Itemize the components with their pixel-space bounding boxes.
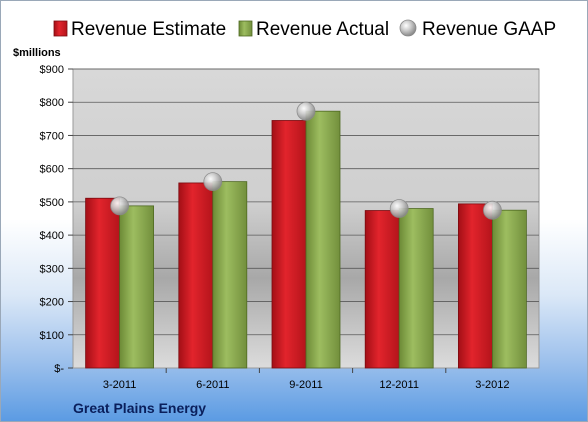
x-tick-label: 9-2011 bbox=[289, 379, 322, 391]
legend-item-actual[interactable]: Revenue Actual bbox=[238, 19, 389, 40]
marker-gaap bbox=[110, 196, 129, 216]
y-axis-ticks: $- $100 $200 $300 $400 $500 $600 $700 $800 $900 bbox=[40, 64, 73, 375]
x-tick-label: 6-2011 bbox=[196, 379, 229, 391]
company-name: Great Plains Energy bbox=[73, 400, 206, 416]
y-tick-label: $700 bbox=[40, 130, 64, 142]
legend-label-estimate: Revenue Estimate bbox=[71, 19, 226, 40]
marker-gaap bbox=[296, 101, 316, 121]
marker-gaap bbox=[389, 199, 409, 218]
y-tick-label: $500 bbox=[40, 197, 64, 209]
x-tick-label: 12-2011 bbox=[379, 379, 419, 391]
legend: Revenue Estimate Revenue Actual Revenue … bbox=[53, 19, 556, 40]
bar-estimate bbox=[364, 210, 400, 369]
legend-label-actual: Revenue Actual bbox=[256, 19, 389, 40]
legend-label-gaap: Revenue GAAP bbox=[422, 19, 556, 40]
bar-actual bbox=[212, 181, 248, 369]
legend-marker-gaap bbox=[399, 19, 417, 37]
marker-gaap bbox=[203, 172, 223, 192]
bar-actual bbox=[119, 205, 154, 369]
legend-swatch-actual bbox=[238, 20, 253, 37]
bar-estimate bbox=[457, 203, 493, 369]
marker-gaap bbox=[482, 200, 502, 220]
y-tick-label: $300 bbox=[40, 263, 64, 275]
y-tick-label: $800 bbox=[40, 97, 64, 109]
gaap-markers bbox=[110, 101, 502, 220]
legend-item-gaap[interactable]: Revenue GAAP bbox=[399, 19, 556, 40]
bar-estimate bbox=[178, 182, 214, 369]
bar-actual bbox=[491, 209, 527, 369]
y-tick-label: $200 bbox=[40, 297, 64, 309]
y-tick-label: $400 bbox=[40, 230, 64, 242]
y-tick-label: $100 bbox=[40, 330, 64, 342]
bar-actual bbox=[398, 208, 434, 369]
y-tick-label: $900 bbox=[40, 64, 64, 76]
x-tick-label: 3-2011 bbox=[103, 379, 136, 391]
x-tick-label: 3-2012 bbox=[475, 379, 509, 391]
bar-actual bbox=[305, 110, 341, 369]
y-unit-label: $millions bbox=[13, 47, 61, 59]
bar-estimate bbox=[271, 120, 307, 369]
x-axis-ticks: 3-2011 6-2011 9-2011 12-2011 3-2012 bbox=[103, 368, 510, 391]
legend-swatch-estimate bbox=[53, 20, 68, 37]
legend-item-estimate[interactable]: Revenue Estimate bbox=[53, 19, 226, 40]
bars bbox=[85, 110, 527, 369]
y-tick-label: $600 bbox=[40, 164, 64, 176]
y-tick-label: $- bbox=[54, 363, 64, 375]
bar-estimate bbox=[85, 197, 120, 369]
